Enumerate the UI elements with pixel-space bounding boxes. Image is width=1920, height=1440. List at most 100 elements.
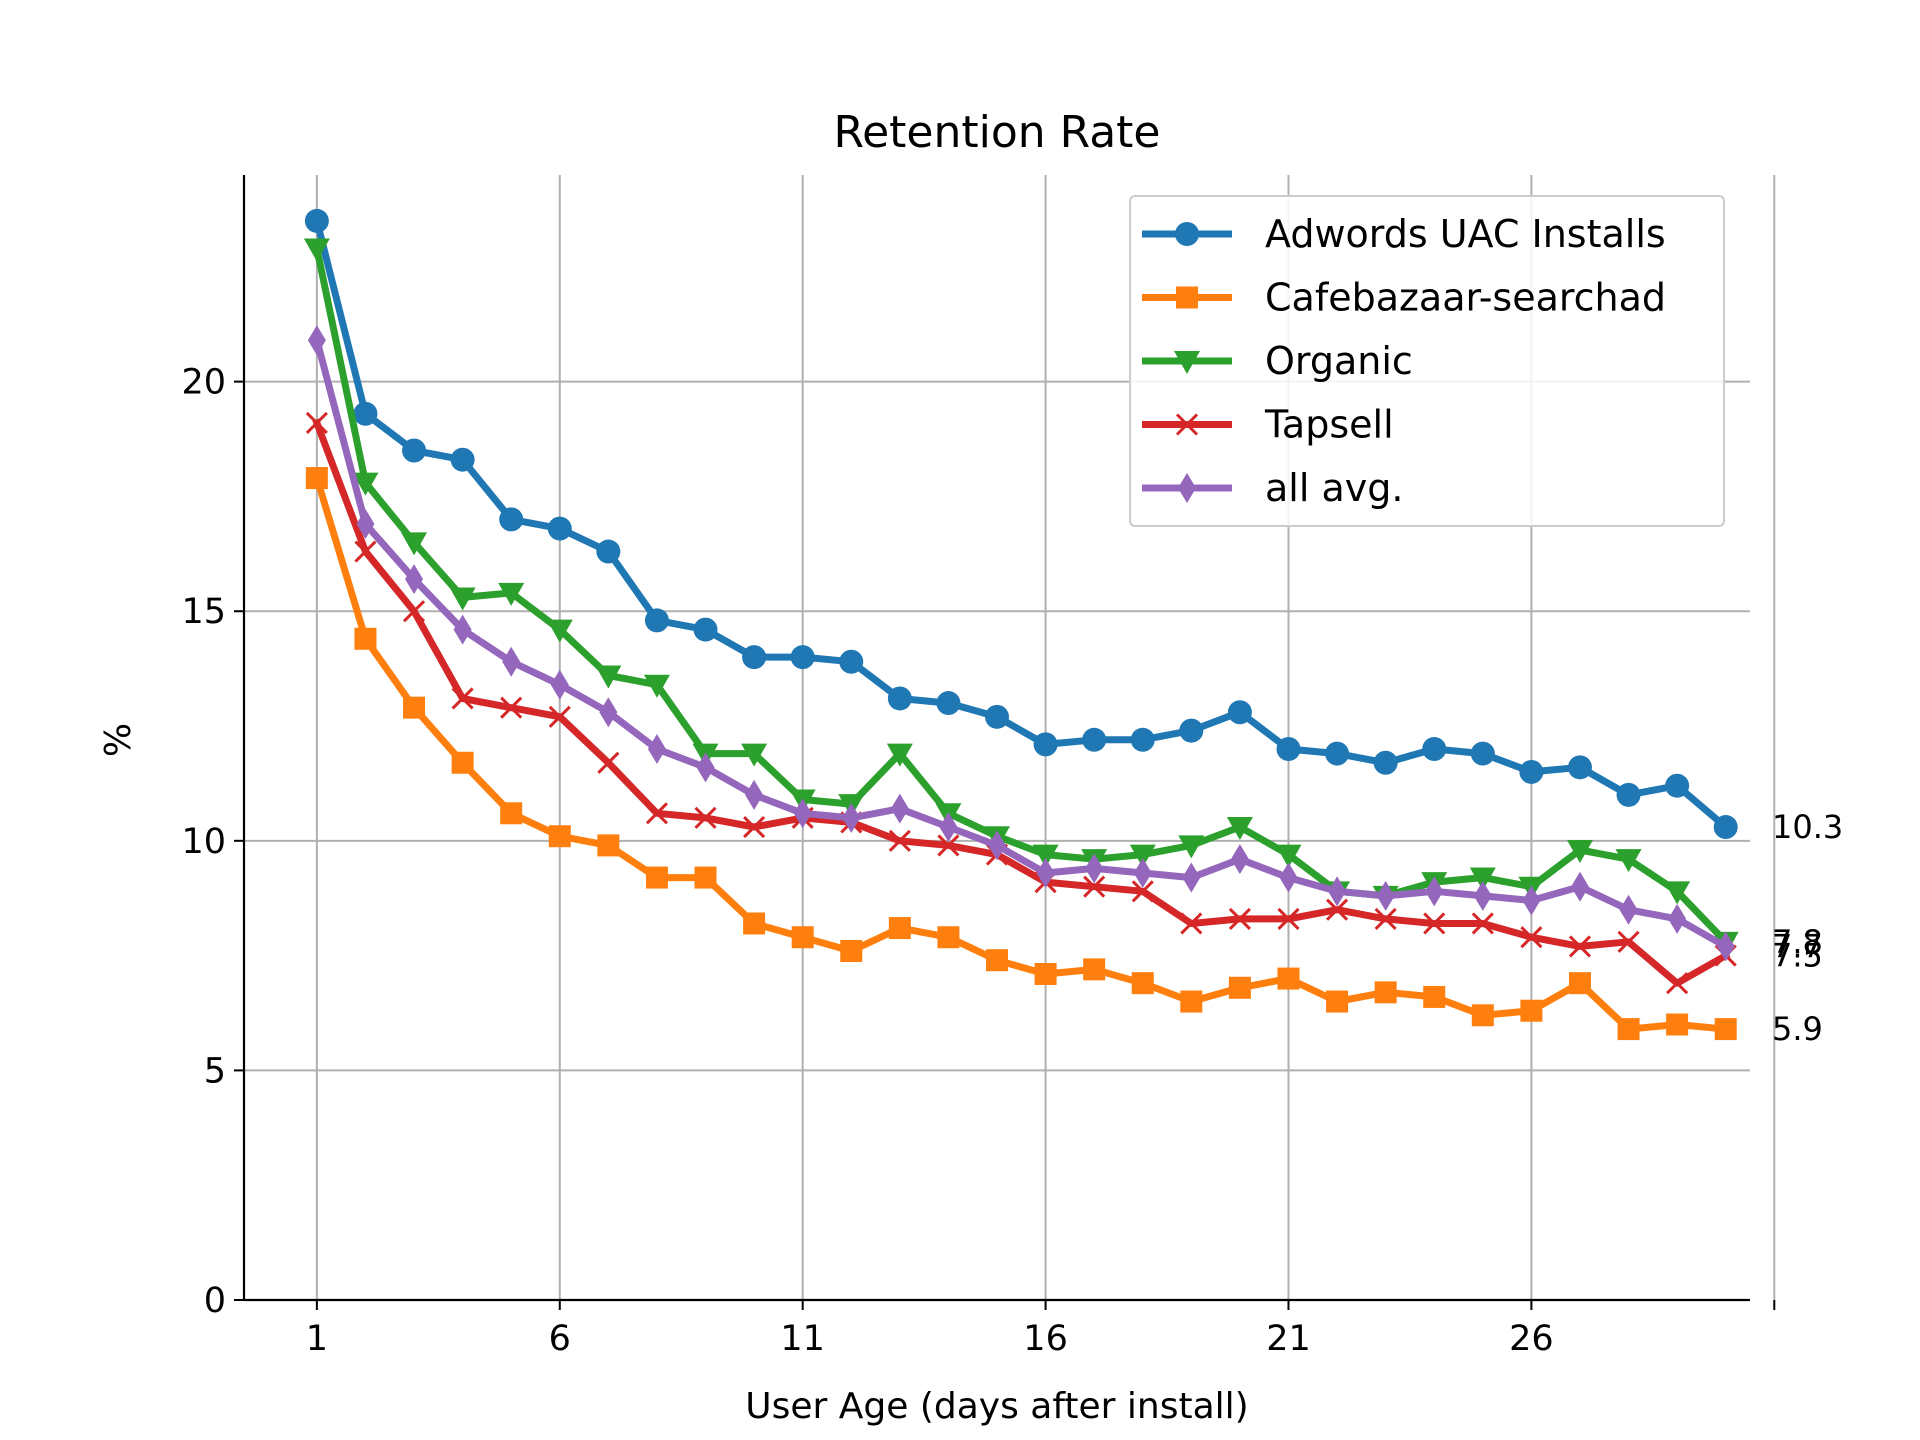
data-point xyxy=(1325,741,1350,766)
data-point xyxy=(1469,867,1496,891)
data-point xyxy=(1473,880,1492,911)
data-point xyxy=(1180,990,1203,1013)
data-point xyxy=(840,940,863,963)
data-point xyxy=(1182,862,1201,893)
end-value-label: 5.9 xyxy=(1772,1010,1823,1048)
legend-label: all avg. xyxy=(1265,466,1403,510)
x-tick-label: 26 xyxy=(1509,1319,1554,1359)
data-point xyxy=(1036,857,1055,888)
data-point xyxy=(548,705,571,728)
data-point xyxy=(353,401,378,426)
data-point xyxy=(741,743,768,767)
data-point xyxy=(1279,862,1298,893)
data-point xyxy=(1131,972,1154,995)
data-point xyxy=(599,697,618,728)
data-point xyxy=(937,834,960,857)
legend-label: Organic xyxy=(1265,339,1413,383)
data-point xyxy=(1376,880,1395,911)
y-axis-label: % xyxy=(98,723,139,757)
data-point xyxy=(499,507,524,532)
data-point xyxy=(1471,912,1494,935)
legend-marker xyxy=(1176,286,1198,309)
data-point xyxy=(1083,875,1106,898)
data-point xyxy=(1374,907,1397,930)
data-point xyxy=(546,619,573,643)
data-point xyxy=(1180,912,1203,935)
data-point xyxy=(1423,985,1446,1008)
data-point xyxy=(500,696,523,719)
data-point xyxy=(1083,958,1106,981)
data-point xyxy=(1471,1004,1494,1027)
data-point xyxy=(1617,1018,1640,1041)
data-point xyxy=(743,815,766,839)
data-point xyxy=(1615,849,1642,873)
data-point xyxy=(595,665,622,689)
series-0 xyxy=(304,208,1738,840)
data-point xyxy=(451,687,474,710)
data-point xyxy=(1326,990,1349,1013)
data-point xyxy=(985,704,1009,729)
data-point xyxy=(643,674,670,698)
series-line xyxy=(312,418,1731,987)
data-point xyxy=(356,508,375,539)
legend-item: Adwords UAC Installs xyxy=(1142,212,1666,256)
data-point xyxy=(694,866,717,889)
legend-item: Cafebazaar-searchad xyxy=(1142,276,1666,320)
data-point xyxy=(890,793,909,824)
data-point xyxy=(1616,782,1641,807)
data-point xyxy=(842,802,861,833)
data-point xyxy=(1522,885,1541,916)
data-point xyxy=(888,917,911,940)
data-point xyxy=(352,472,379,496)
series-1 xyxy=(305,467,1737,1041)
legend-item: Organic xyxy=(1142,339,1413,383)
data-point xyxy=(1275,844,1302,868)
data-point xyxy=(694,806,717,829)
chart-title: Retention Rate xyxy=(833,107,1160,158)
data-point xyxy=(450,447,475,472)
legend-marker xyxy=(1175,222,1199,246)
y-tick-label: 20 xyxy=(181,363,226,403)
data-point xyxy=(1568,972,1591,995)
legend: Adwords UAC Installs Cafebazaar-searchad O… xyxy=(1129,195,1725,527)
data-point xyxy=(745,779,764,810)
data-point xyxy=(1666,972,1689,995)
data-point xyxy=(453,614,472,645)
y-tick-label: 5 xyxy=(204,1051,226,1091)
data-point xyxy=(1133,857,1152,888)
data-point xyxy=(1034,962,1057,985)
data-point xyxy=(644,608,669,633)
series-4 xyxy=(307,325,1735,962)
legend-item: all avg. xyxy=(1142,466,1403,510)
data-point xyxy=(548,825,571,848)
legend-label: Adwords UAC Installs xyxy=(1265,212,1666,256)
data-point xyxy=(597,834,620,857)
data-point xyxy=(1617,930,1640,953)
end-value-label: 7.8 xyxy=(1772,923,1823,961)
data-point xyxy=(1714,1018,1737,1041)
x-tick-label: 11 xyxy=(780,1319,825,1359)
legend-marker xyxy=(1174,351,1200,374)
data-point xyxy=(449,587,476,611)
y-tick-label: 15 xyxy=(181,592,226,632)
data-point xyxy=(1519,759,1544,784)
legend-label: Tapsell xyxy=(1264,403,1394,447)
data-point xyxy=(305,467,328,490)
data-point xyxy=(1568,935,1592,958)
data-point xyxy=(1664,881,1691,905)
data-point xyxy=(1713,815,1738,840)
x-axis-label: User Age (days after install) xyxy=(745,1386,1248,1427)
data-point xyxy=(1425,876,1444,907)
data-point xyxy=(1567,755,1592,780)
data-point xyxy=(597,751,620,774)
data-point xyxy=(304,208,329,233)
data-point xyxy=(402,438,427,463)
data-point xyxy=(839,649,864,674)
legend-marker xyxy=(1175,413,1199,436)
data-point xyxy=(888,829,911,852)
data-point xyxy=(307,325,326,356)
data-point xyxy=(790,645,815,670)
data-point xyxy=(402,600,426,623)
data-point xyxy=(793,798,812,829)
data-point xyxy=(498,582,525,606)
